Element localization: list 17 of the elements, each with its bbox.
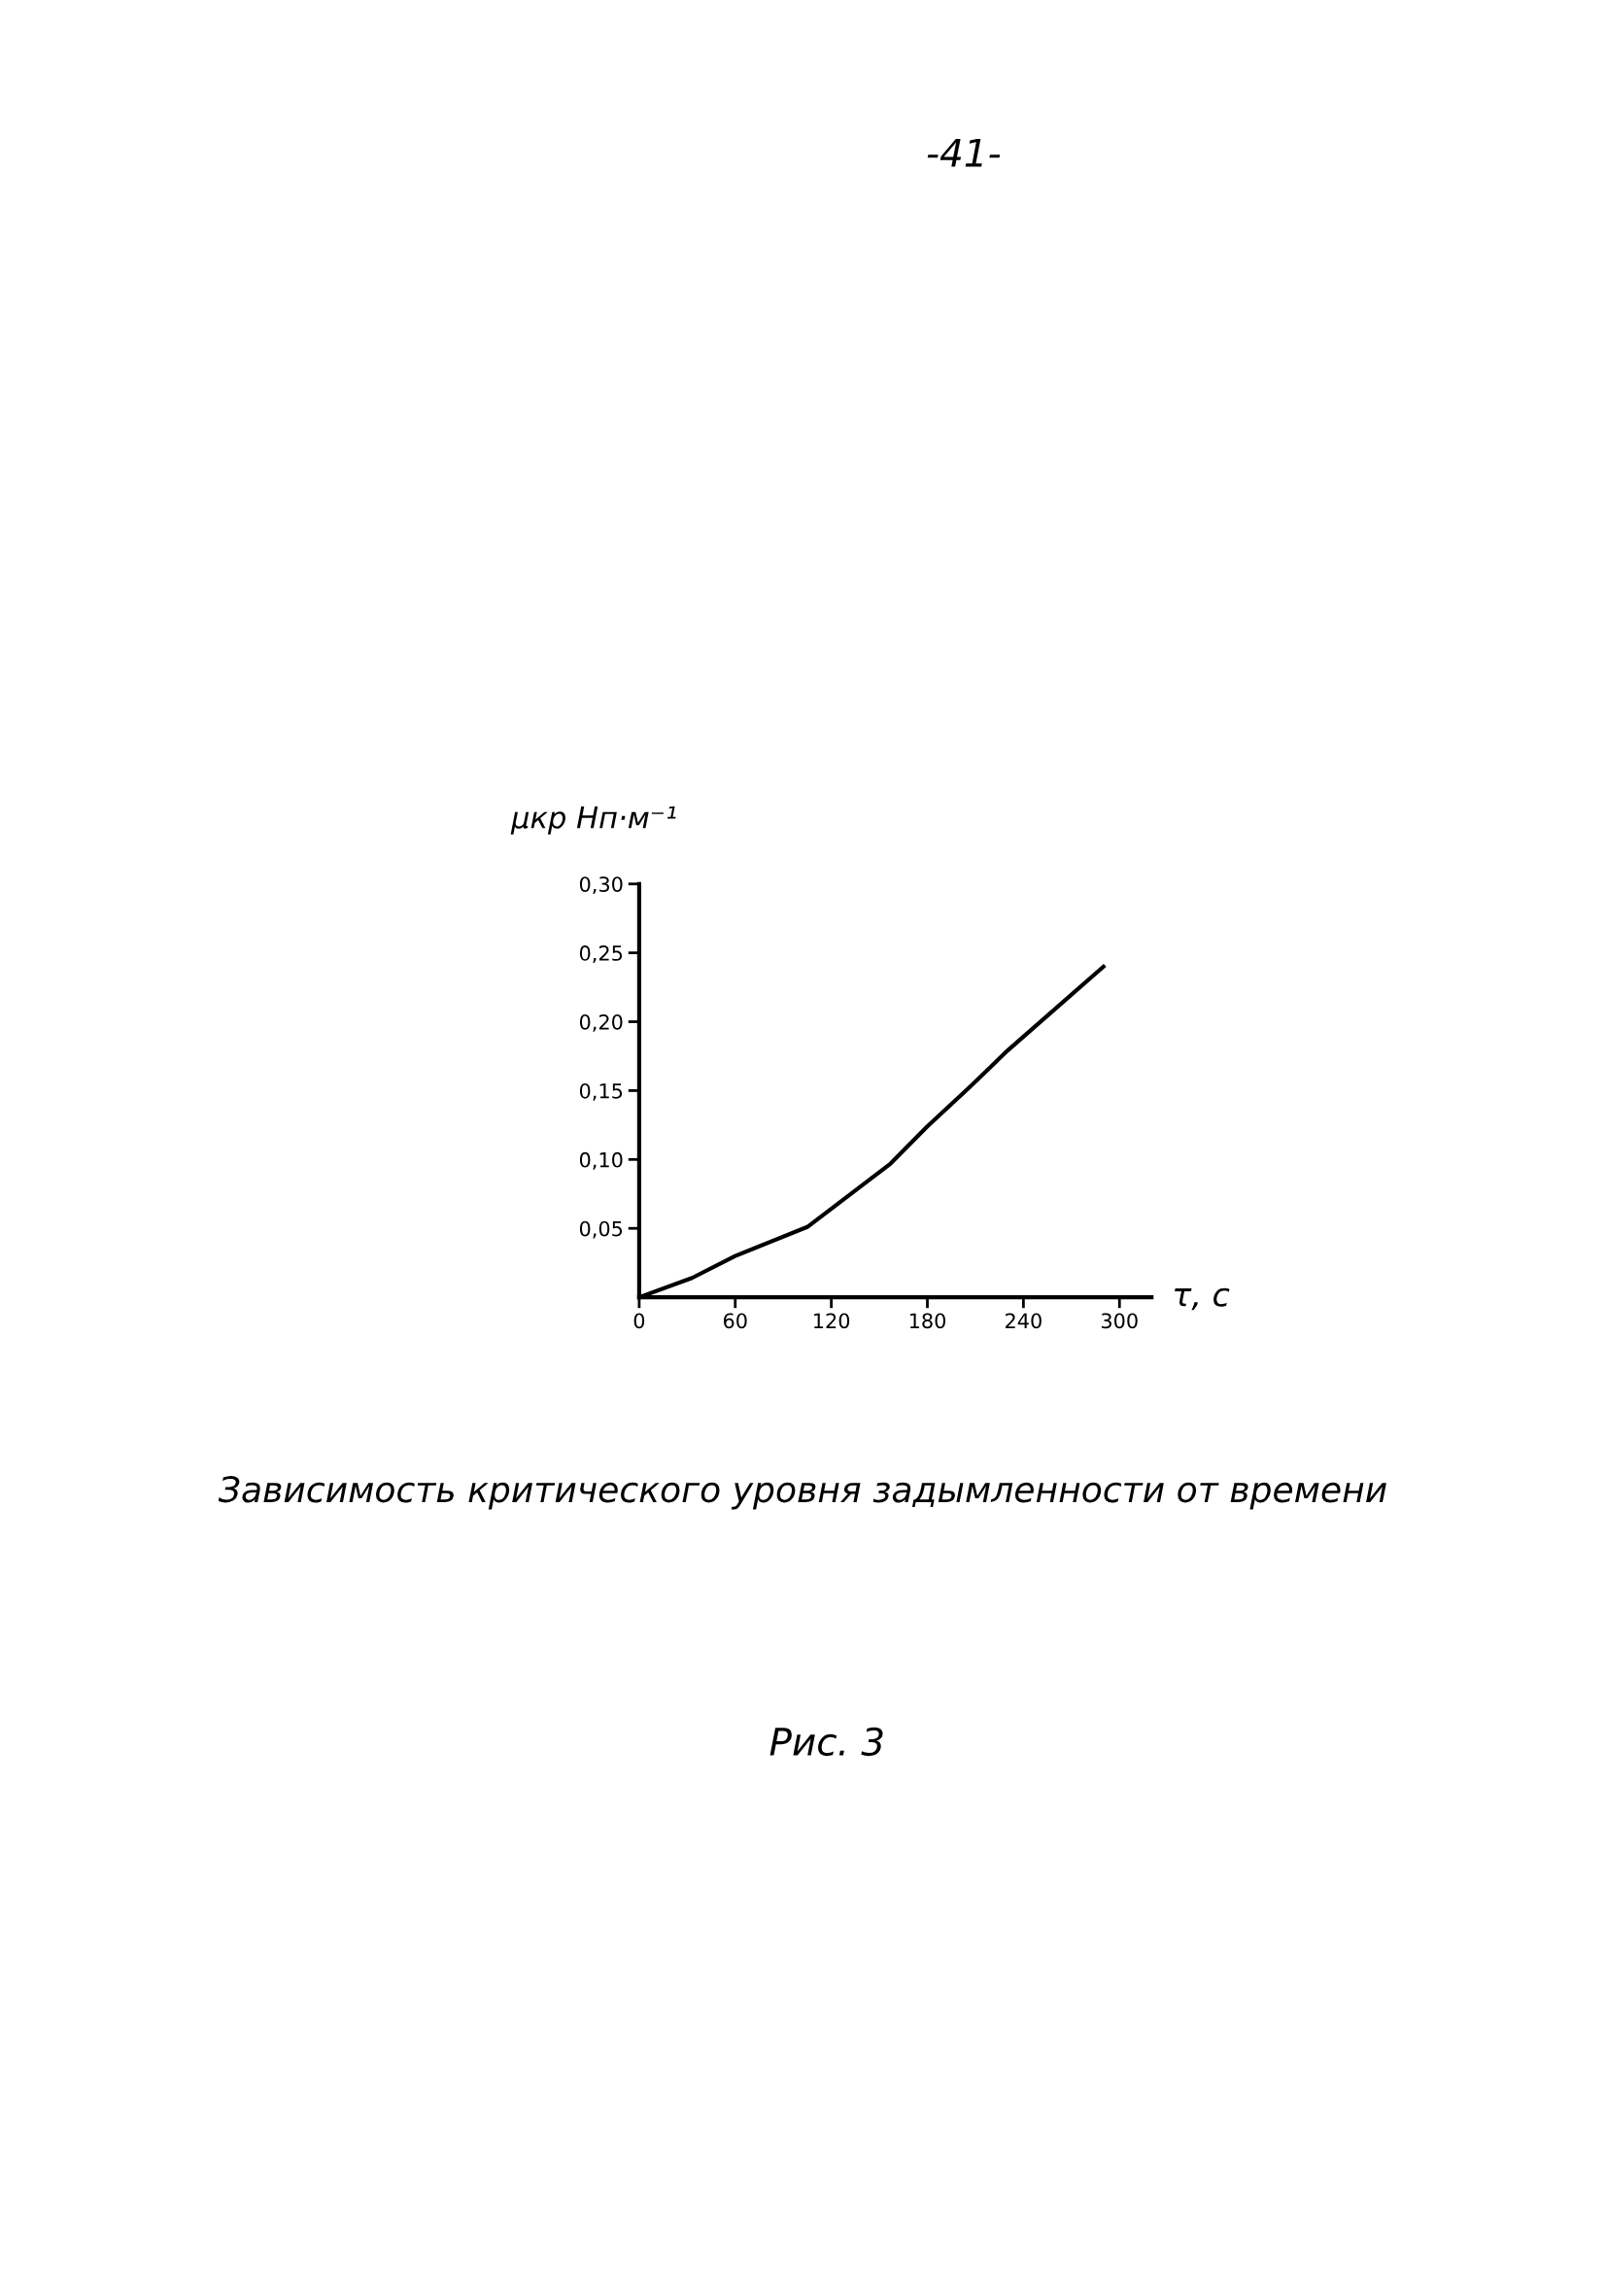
text: Рис. 3	[769, 1727, 883, 1757]
y-tick-label: 0,15	[579, 1082, 623, 1101]
x-tick-label: 180	[909, 1313, 945, 1329]
x-tick-label: 300	[1101, 1313, 1138, 1329]
x-tick-label: 240	[1006, 1313, 1042, 1329]
y-tick-label: 0,25	[579, 945, 623, 963]
y-tick-label: 0,20	[579, 1013, 623, 1032]
y-tick-label: 0,10	[579, 1151, 623, 1170]
y-tick-label: 0,05	[579, 1220, 623, 1239]
text: Зависимость критического уровня задымленности от времени	[218, 1476, 1386, 1510]
y-axis-title: μкр Нп·м⁻¹	[510, 805, 676, 835]
x-tick-label: 120	[814, 1313, 850, 1329]
x-tick-label: 0	[633, 1313, 645, 1329]
x-axis-title: τ, с	[1175, 1287, 1230, 1311]
x-tick-label: 60	[723, 1313, 747, 1329]
text: -41-	[927, 139, 1001, 167]
y-tick-label: 0,30	[579, 876, 623, 895]
